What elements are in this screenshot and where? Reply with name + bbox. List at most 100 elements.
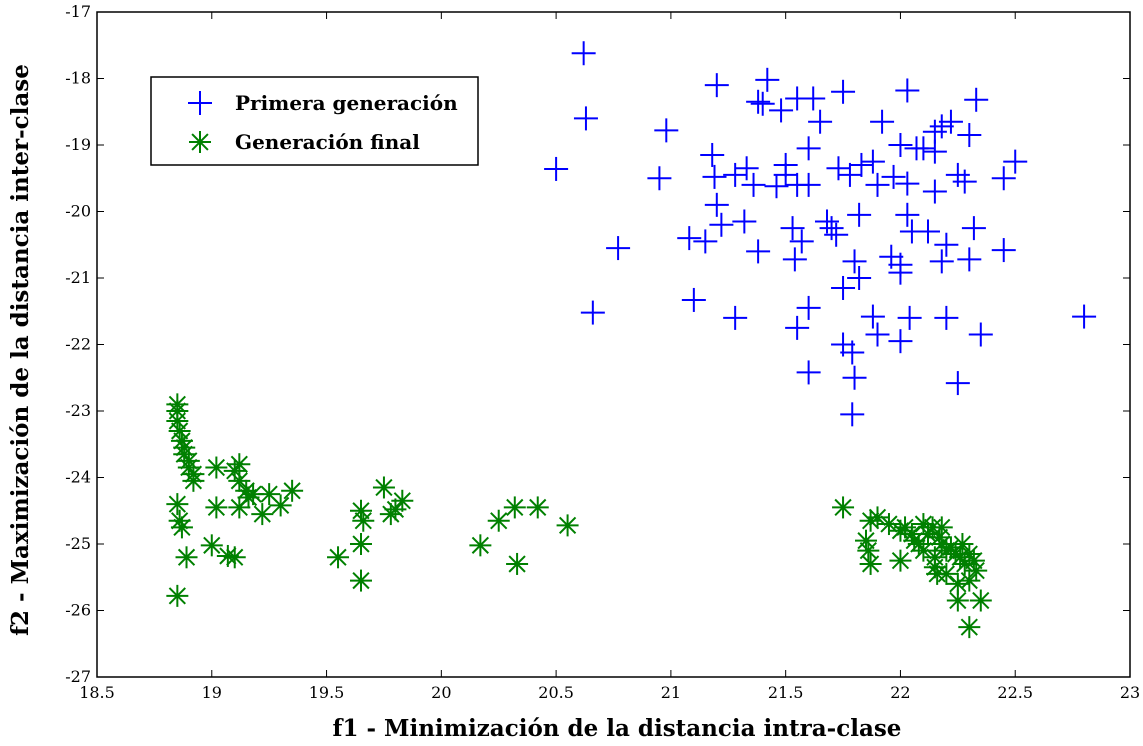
data-point [223, 546, 246, 569]
data-point [849, 152, 874, 177]
data-point [969, 589, 992, 612]
data-point [182, 469, 205, 492]
data-point [205, 456, 228, 479]
data-point [962, 549, 985, 572]
data-point [930, 516, 953, 539]
data-point [732, 209, 757, 234]
y-tick-label: -22 [65, 335, 91, 354]
data-point [961, 216, 986, 241]
data-point [205, 496, 228, 519]
data-point [526, 496, 549, 519]
data-point [746, 89, 771, 114]
data-point [832, 496, 855, 519]
data-point [773, 162, 798, 187]
data-point [826, 156, 851, 181]
data-point [859, 552, 882, 575]
y-axis-label: f2 - Maximización de la distancia inter-… [7, 64, 34, 636]
x-tick-label: 21 [661, 683, 681, 702]
data-point [945, 371, 970, 396]
data-point [796, 172, 821, 197]
legend-label: Primera generación [235, 91, 458, 115]
data-point [958, 569, 981, 592]
data-point [580, 300, 605, 325]
data-point [922, 119, 947, 144]
data-point [487, 509, 510, 532]
data-point [556, 514, 579, 537]
data-point [1072, 304, 1097, 329]
y-tick-label: -19 [65, 135, 91, 154]
data-point [929, 114, 954, 139]
data-point [755, 67, 780, 92]
data-point [847, 266, 872, 290]
y-tick-label: -21 [65, 268, 91, 287]
data-point [391, 489, 414, 512]
series-primera-generacion [544, 41, 1097, 427]
data-point [723, 305, 748, 330]
data-point [709, 212, 734, 237]
data-point [327, 546, 350, 569]
data-point [782, 247, 807, 272]
x-tick-label: 18.5 [79, 683, 115, 702]
data-point [888, 133, 913, 157]
data-point [824, 222, 849, 247]
data-point [571, 41, 596, 66]
data-point [938, 109, 963, 134]
data-point [935, 562, 958, 585]
data-point [968, 322, 993, 347]
data-point [957, 123, 982, 148]
data-point [734, 156, 759, 181]
data-point [895, 171, 920, 196]
legend-box [150, 76, 479, 166]
data-point [840, 402, 865, 427]
data-point [842, 249, 867, 274]
data-point [352, 509, 375, 532]
legend-label: Generación final [235, 130, 420, 154]
data-point [228, 453, 251, 476]
x-tick-label: 21.5 [768, 683, 804, 702]
data-point [991, 238, 1016, 263]
data-point [785, 315, 810, 340]
data-point [912, 539, 935, 562]
y-tick-label: -25 [65, 534, 91, 553]
data-point [934, 305, 959, 330]
x-tick-label: 22 [890, 683, 910, 702]
y-tick-label: -26 [65, 601, 91, 620]
data-point [842, 365, 867, 390]
data-point [912, 513, 935, 536]
data-point [865, 172, 890, 197]
data-point [166, 493, 189, 516]
data-point [780, 216, 805, 241]
data-point [503, 496, 526, 519]
y-tick-label: -23 [65, 401, 91, 420]
series-generacion-final [166, 393, 992, 639]
data-point [965, 559, 988, 582]
data-point [796, 360, 821, 385]
data-point [170, 516, 193, 539]
y-tick-label: -18 [65, 69, 91, 88]
data-point [228, 496, 251, 519]
data-point [911, 136, 936, 161]
data-point [957, 247, 982, 272]
data-point [897, 305, 922, 330]
data-point [865, 322, 890, 347]
x-tick-label: 23 [1120, 683, 1140, 702]
data-point [888, 260, 913, 285]
data-point [700, 142, 725, 167]
legend-marker-asterisk [189, 131, 211, 153]
data-point [789, 229, 814, 254]
data-point [877, 513, 900, 536]
x-tick-label: 20.5 [538, 683, 574, 702]
data-point [951, 533, 974, 555]
data-point [704, 192, 729, 217]
data-point [573, 106, 598, 131]
data-point [677, 226, 702, 251]
data-point [840, 340, 865, 365]
data-point [654, 118, 679, 143]
data-point [746, 239, 771, 264]
x-axis-label: f1 - Minimización de la distancia intra-… [333, 715, 902, 742]
data-point [704, 73, 729, 98]
x-tick-label: 20 [431, 683, 451, 702]
data-point [647, 166, 672, 191]
data-point [372, 476, 395, 499]
